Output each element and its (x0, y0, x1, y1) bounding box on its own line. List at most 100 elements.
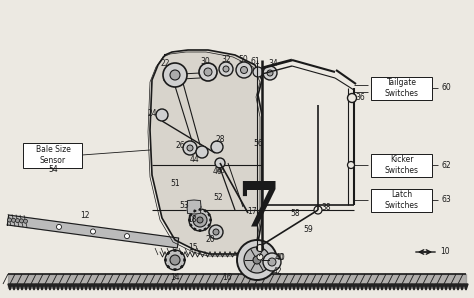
Polygon shape (368, 284, 372, 290)
Text: 28: 28 (215, 136, 225, 145)
Polygon shape (408, 284, 412, 290)
Polygon shape (132, 284, 136, 290)
Circle shape (240, 66, 247, 74)
Polygon shape (340, 284, 344, 290)
Polygon shape (448, 284, 452, 290)
Polygon shape (300, 284, 304, 290)
Polygon shape (148, 284, 152, 290)
Polygon shape (212, 284, 216, 290)
Polygon shape (336, 284, 340, 290)
Polygon shape (172, 284, 176, 290)
Circle shape (163, 63, 187, 87)
Text: 60: 60 (442, 83, 452, 92)
Polygon shape (396, 284, 400, 290)
Circle shape (347, 94, 356, 103)
Text: 48: 48 (247, 184, 257, 193)
Polygon shape (416, 284, 420, 290)
Circle shape (196, 146, 208, 158)
Circle shape (213, 229, 219, 235)
Polygon shape (112, 284, 116, 290)
Polygon shape (150, 50, 262, 254)
Polygon shape (128, 284, 132, 290)
Polygon shape (187, 200, 201, 214)
Polygon shape (256, 284, 260, 290)
Polygon shape (120, 284, 124, 290)
Polygon shape (204, 284, 208, 290)
Polygon shape (68, 284, 72, 290)
Circle shape (11, 218, 16, 222)
Text: 7: 7 (237, 180, 279, 240)
Polygon shape (100, 284, 104, 290)
Polygon shape (460, 284, 464, 290)
Text: Latch
Switches: Latch Switches (385, 190, 419, 210)
Text: 51: 51 (170, 179, 180, 187)
Text: 40: 40 (276, 252, 286, 262)
Polygon shape (24, 284, 28, 290)
Polygon shape (272, 284, 276, 290)
Circle shape (197, 217, 203, 223)
Text: 36: 36 (355, 92, 365, 102)
Polygon shape (264, 284, 268, 290)
Circle shape (253, 67, 263, 77)
Circle shape (244, 247, 270, 273)
Text: 12: 12 (80, 210, 90, 220)
Text: 40: 40 (275, 254, 285, 263)
Polygon shape (404, 284, 408, 290)
Polygon shape (168, 253, 170, 255)
Polygon shape (124, 284, 128, 290)
Polygon shape (352, 284, 356, 290)
Polygon shape (180, 265, 182, 267)
Polygon shape (216, 284, 220, 290)
Polygon shape (284, 284, 288, 290)
Circle shape (165, 250, 185, 270)
Polygon shape (420, 284, 424, 290)
Polygon shape (76, 284, 80, 290)
Circle shape (347, 162, 355, 168)
Polygon shape (144, 284, 148, 290)
Polygon shape (184, 259, 185, 261)
Circle shape (170, 70, 180, 80)
Polygon shape (224, 284, 228, 290)
Polygon shape (156, 284, 160, 290)
Polygon shape (189, 219, 190, 221)
Circle shape (267, 70, 273, 76)
Circle shape (215, 158, 225, 168)
Text: 52: 52 (213, 193, 223, 201)
Circle shape (16, 219, 19, 223)
FancyBboxPatch shape (372, 189, 432, 212)
Circle shape (219, 62, 233, 76)
Text: 61: 61 (250, 58, 260, 66)
Polygon shape (116, 284, 120, 290)
Circle shape (253, 256, 261, 264)
Polygon shape (252, 284, 256, 290)
Text: 18: 18 (187, 215, 197, 224)
Polygon shape (232, 284, 236, 290)
Circle shape (19, 219, 24, 223)
Polygon shape (20, 284, 24, 290)
Text: 20: 20 (205, 235, 215, 244)
FancyBboxPatch shape (372, 153, 432, 176)
Polygon shape (312, 284, 316, 290)
FancyBboxPatch shape (372, 77, 432, 100)
Polygon shape (60, 284, 64, 290)
Polygon shape (88, 284, 92, 290)
Text: Tailgate
Switches: Tailgate Switches (385, 78, 419, 98)
Text: 46: 46 (213, 167, 223, 176)
Polygon shape (380, 284, 384, 290)
Polygon shape (48, 284, 52, 290)
Polygon shape (208, 284, 212, 290)
Polygon shape (412, 284, 416, 290)
Polygon shape (244, 284, 248, 290)
Polygon shape (280, 284, 284, 290)
Polygon shape (344, 284, 348, 290)
Circle shape (189, 209, 211, 231)
Polygon shape (173, 249, 176, 251)
Polygon shape (190, 224, 192, 226)
Polygon shape (364, 284, 368, 290)
Circle shape (204, 68, 212, 76)
Text: 59: 59 (303, 226, 313, 235)
Polygon shape (44, 284, 48, 290)
Text: Kicker
Switches: Kicker Switches (385, 155, 419, 175)
Polygon shape (180, 284, 184, 290)
Polygon shape (428, 284, 432, 290)
